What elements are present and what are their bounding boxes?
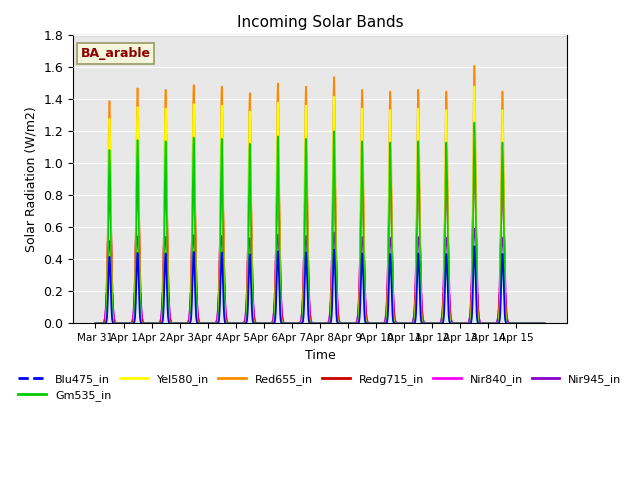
Legend: Blu475_in, Gm535_in, Yel580_in, Red655_in, Redg715_in, Nir840_in, Nir945_in: Blu475_in, Gm535_in, Yel580_in, Red655_i… <box>14 369 626 406</box>
X-axis label: Time: Time <box>305 349 335 362</box>
Text: BA_arable: BA_arable <box>81 47 150 60</box>
Title: Incoming Solar Bands: Incoming Solar Bands <box>237 15 403 30</box>
Y-axis label: Solar Radiation (W/m2): Solar Radiation (W/m2) <box>25 107 38 252</box>
